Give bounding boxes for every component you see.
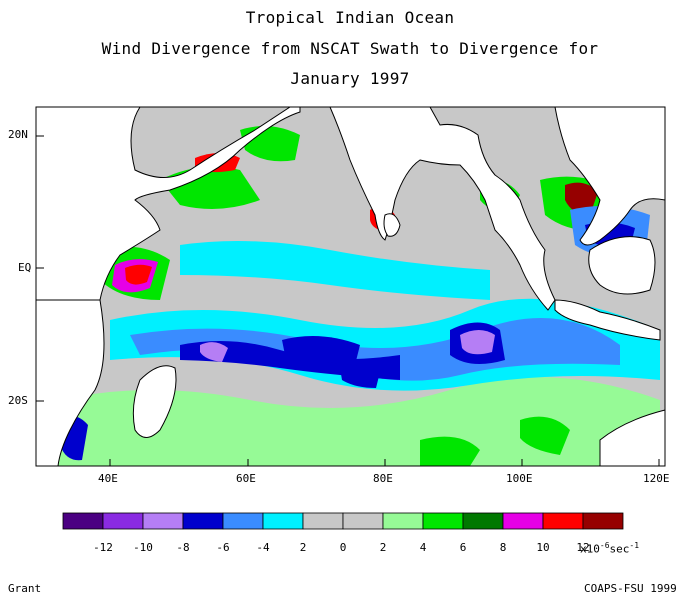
title-line-3: January 1997 xyxy=(290,69,410,88)
legend-swatch-10 xyxy=(462,512,504,530)
java-sumatra-landmass xyxy=(554,299,661,341)
legend-swatch-2 xyxy=(142,512,184,530)
legend-tick-label: 2 xyxy=(299,541,307,554)
legend-swatch-0 xyxy=(62,512,104,530)
lon-label-60e: 60E xyxy=(236,472,256,485)
lon-ticks xyxy=(109,459,660,466)
legend-tick-label: -12 xyxy=(93,541,113,554)
legend-tick-label: 8 xyxy=(499,541,507,554)
legend-tick-label: 6 xyxy=(459,541,467,554)
lon-label-40e: 40E xyxy=(98,472,118,485)
legend-swatch-3 xyxy=(182,512,224,530)
footer-author: Grant xyxy=(8,582,42,595)
lat-label-20n: 20N xyxy=(8,128,28,141)
map-field xyxy=(36,107,665,466)
borneo-landmass xyxy=(588,236,656,295)
legend-tick-label: 4 xyxy=(419,541,427,554)
legend-swatch-6 xyxy=(302,512,344,530)
legend-colorbar xyxy=(62,512,624,530)
map-frame xyxy=(35,106,666,467)
title-line-2: Wind Divergence from NSCAT Swath to Dive… xyxy=(101,39,599,58)
legend-swatch-13 xyxy=(582,512,624,530)
lon-label-100e: 100E xyxy=(506,472,533,485)
africa-arabia-landmass xyxy=(35,106,301,301)
legend-units: x10-6sec-1 xyxy=(580,541,640,556)
india-asia-landmass xyxy=(329,106,556,311)
legend-tick-label: -10 xyxy=(133,541,153,554)
lat-label-20s: 20S xyxy=(8,394,28,407)
madagascar-landmass xyxy=(132,365,177,438)
legend-tick-label: 12 xyxy=(576,541,590,554)
lon-label-80e: 80E xyxy=(373,472,393,485)
southeast-asia-landmass xyxy=(554,106,666,246)
legend-tick-label: -6 xyxy=(216,541,230,554)
legend-swatch-8 xyxy=(382,512,424,530)
legend-tick-label: -8 xyxy=(176,541,190,554)
legend-tick-label: 2 xyxy=(379,541,387,554)
legend-swatch-9 xyxy=(422,512,464,530)
legend-tick-label: 10 xyxy=(536,541,550,554)
legend-swatch-4 xyxy=(222,512,264,530)
lon-label-120e: 120E xyxy=(643,472,670,485)
legend-tick-label: 0 xyxy=(339,541,347,554)
sri-lanka-landmass xyxy=(383,213,401,237)
legend-swatch-5 xyxy=(262,512,304,530)
footer-credit: COAPS-FSU 1999 xyxy=(584,582,677,595)
legend-swatch-12 xyxy=(542,512,584,530)
land-masses xyxy=(35,106,666,467)
legend-swatch-1 xyxy=(102,512,144,530)
legend-swatch-11 xyxy=(502,512,544,530)
africa-south-landmass xyxy=(35,299,105,467)
lat-ticks xyxy=(36,135,44,402)
legend-tick-label: -4 xyxy=(256,541,270,554)
legend-swatch-7 xyxy=(342,512,384,530)
lat-label-eq: EQ xyxy=(18,261,32,274)
title-line-1: Tropical Indian Ocean xyxy=(245,8,455,27)
